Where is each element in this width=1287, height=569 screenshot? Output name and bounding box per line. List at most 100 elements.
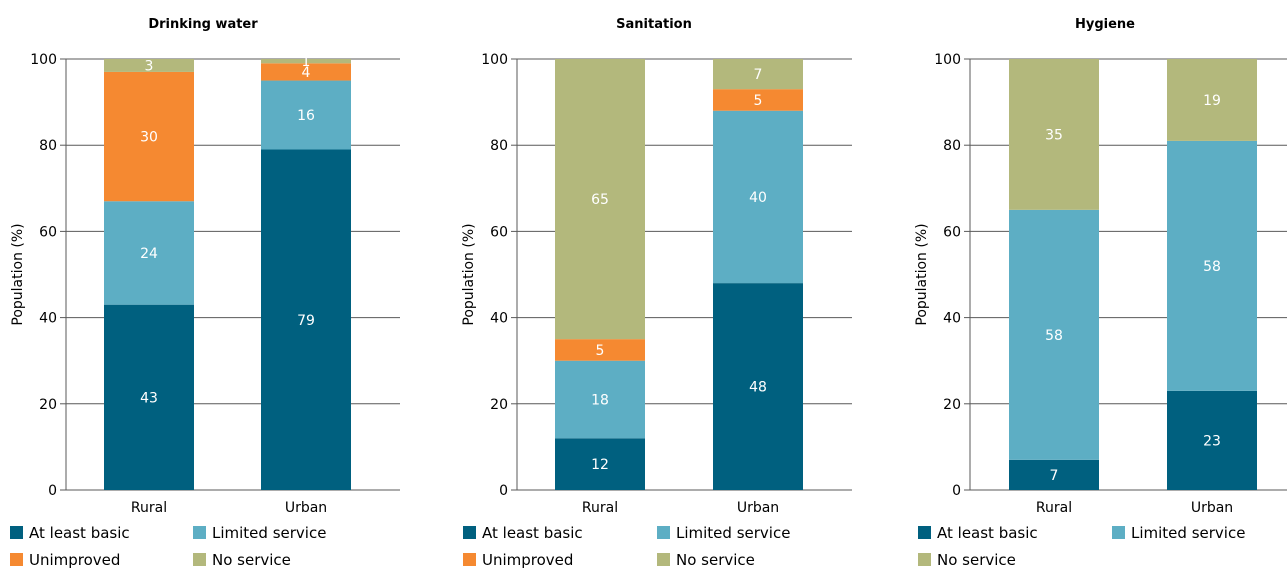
legend-label: At least basic	[29, 524, 130, 542]
data-label-rural-no-service: 3	[145, 58, 154, 74]
data-label-urban-no-service: 7	[754, 67, 763, 83]
data-label-rural-no-service: 35	[1045, 127, 1063, 143]
bar-segment-urban-unimproved	[713, 89, 803, 111]
data-label-urban-no-service: 1	[302, 54, 311, 70]
legend-swatch	[1112, 526, 1125, 539]
bar-segment-rural-limited-service	[1009, 209, 1099, 460]
y-tick-label: 0	[48, 483, 57, 499]
bar-segment-urban-at-least-basic	[1167, 390, 1257, 490]
data-label-rural-limited-service: 24	[140, 246, 158, 262]
x-tick-label-rural: Rural	[1036, 500, 1072, 516]
data-label-rural-at-least-basic: 12	[591, 457, 609, 473]
bar-segment-rural-at-least-basic	[1009, 459, 1099, 490]
y-tick-label: 80	[39, 138, 57, 154]
y-tick-label: 80	[943, 138, 961, 154]
bar-segment-urban-no-service	[713, 59, 803, 90]
data-label-rural-no-service: 65	[591, 192, 609, 208]
bar-segment-urban-at-least-basic	[713, 283, 803, 490]
y-tick-label: 80	[490, 138, 508, 154]
data-label-urban-at-least-basic: 48	[749, 380, 767, 396]
x-tick-label-rural: Rural	[131, 500, 167, 516]
legend-swatch	[10, 526, 23, 539]
legend-item-at-least-basic: At least basic	[10, 524, 130, 542]
legend-label: Limited service	[676, 524, 790, 542]
bar-segment-urban-no-service	[261, 59, 351, 64]
data-label-rural-limited-service: 58	[1045, 328, 1063, 344]
y-tick-label: 0	[952, 483, 961, 499]
legend-swatch	[463, 526, 476, 539]
bar-segment-rural-no-service	[104, 59, 194, 72]
legend-swatch	[193, 526, 206, 539]
legend-label: Unimproved	[482, 551, 573, 569]
legend-label: Unimproved	[29, 551, 120, 569]
legend-swatch	[193, 553, 206, 566]
y-tick-label: 60	[490, 224, 508, 240]
legend-item-no-service: No service	[657, 551, 755, 569]
y-tick-label: 40	[39, 311, 57, 327]
legend-item-no-service: No service	[918, 551, 1016, 569]
data-label-rural-limited-service: 18	[591, 392, 609, 408]
bar-segment-rural-at-least-basic	[555, 438, 645, 490]
bar-segment-rural-unimproved	[555, 339, 645, 361]
legend-swatch	[463, 553, 476, 566]
y-tick-label: 100	[30, 52, 57, 68]
y-axis-label: Population (%)	[10, 223, 26, 325]
x-tick-label-urban: Urban	[737, 500, 779, 516]
legend-item-limited-service: Limited service	[1112, 524, 1245, 542]
bar-segment-rural-limited-service	[104, 201, 194, 305]
legend-item-no-service: No service	[193, 551, 291, 569]
bar-segment-urban-unimproved	[261, 63, 351, 81]
legend-label: No service	[937, 551, 1016, 569]
y-tick-label: 40	[490, 311, 508, 327]
y-tick-label: 60	[943, 224, 961, 240]
data-label-urban-limited-service: 16	[297, 108, 315, 124]
data-label-rural-at-least-basic: 43	[140, 390, 158, 406]
data-label-urban-limited-service: 58	[1203, 259, 1221, 275]
bar-segment-rural-limited-service	[555, 360, 645, 439]
data-label-urban-at-least-basic: 23	[1203, 433, 1221, 449]
bar-segment-rural-unimproved	[104, 71, 194, 202]
legend-item-unimproved: Unimproved	[10, 551, 120, 569]
legend-item-at-least-basic: At least basic	[463, 524, 583, 542]
bar-segment-rural-no-service	[555, 59, 645, 340]
legend-item-unimproved: Unimproved	[463, 551, 573, 569]
chart-title-sanitation: Sanitation	[616, 17, 692, 32]
x-tick-label-urban: Urban	[285, 500, 327, 516]
data-label-rural-unimproved: 5	[596, 343, 605, 359]
y-tick-label: 60	[39, 224, 57, 240]
legend-item-at-least-basic: At least basic	[918, 524, 1038, 542]
legend-swatch	[657, 553, 670, 566]
legend-swatch	[918, 553, 931, 566]
data-label-urban-unimproved: 4	[302, 65, 311, 81]
chart-sanitation: Sanitation 0 20 40 60 80 100 Population (%) 12 18…	[461, 17, 852, 569]
legend-swatch	[918, 526, 931, 539]
y-tick-label: 0	[499, 483, 508, 499]
data-label-urban-unimproved: 5	[754, 93, 763, 109]
y-tick-label: 20	[943, 397, 961, 413]
y-tick-label: 100	[934, 52, 961, 68]
data-label-urban-limited-service: 40	[749, 190, 767, 206]
bar-segment-rural-no-service	[1009, 59, 1099, 210]
legend-swatch	[10, 553, 23, 566]
y-tick-label: 100	[481, 52, 508, 68]
data-label-urban-at-least-basic: 79	[297, 313, 315, 329]
bar-segment-urban-at-least-basic	[261, 149, 351, 490]
chart-hygiene: Hygiene 0 20 40 60 80 100 Population (%) 7 58 35 Ru…	[914, 17, 1287, 569]
bar-segment-urban-limited-service	[1167, 140, 1257, 391]
chart-drinking-water: Drinking water 0 20 40 60 80 100 Population (%)…	[10, 17, 400, 569]
bar-segment-urban-no-service	[1167, 59, 1257, 141]
bar-segment-urban-limited-service	[713, 110, 803, 284]
legend-label: At least basic	[482, 524, 583, 542]
legend-item-limited-service: Limited service	[657, 524, 790, 542]
legend-label: No service	[212, 551, 291, 569]
bar-segment-rural-at-least-basic	[104, 304, 194, 490]
x-tick-label-urban: Urban	[1191, 500, 1233, 516]
y-tick-label: 20	[39, 397, 57, 413]
y-tick-label: 20	[490, 397, 508, 413]
bar-segment-urban-limited-service	[261, 80, 351, 150]
legend-swatch	[657, 526, 670, 539]
y-tick-label: 40	[943, 311, 961, 327]
legend-label: At least basic	[937, 524, 1038, 542]
y-axis-label: Population (%)	[461, 223, 477, 325]
